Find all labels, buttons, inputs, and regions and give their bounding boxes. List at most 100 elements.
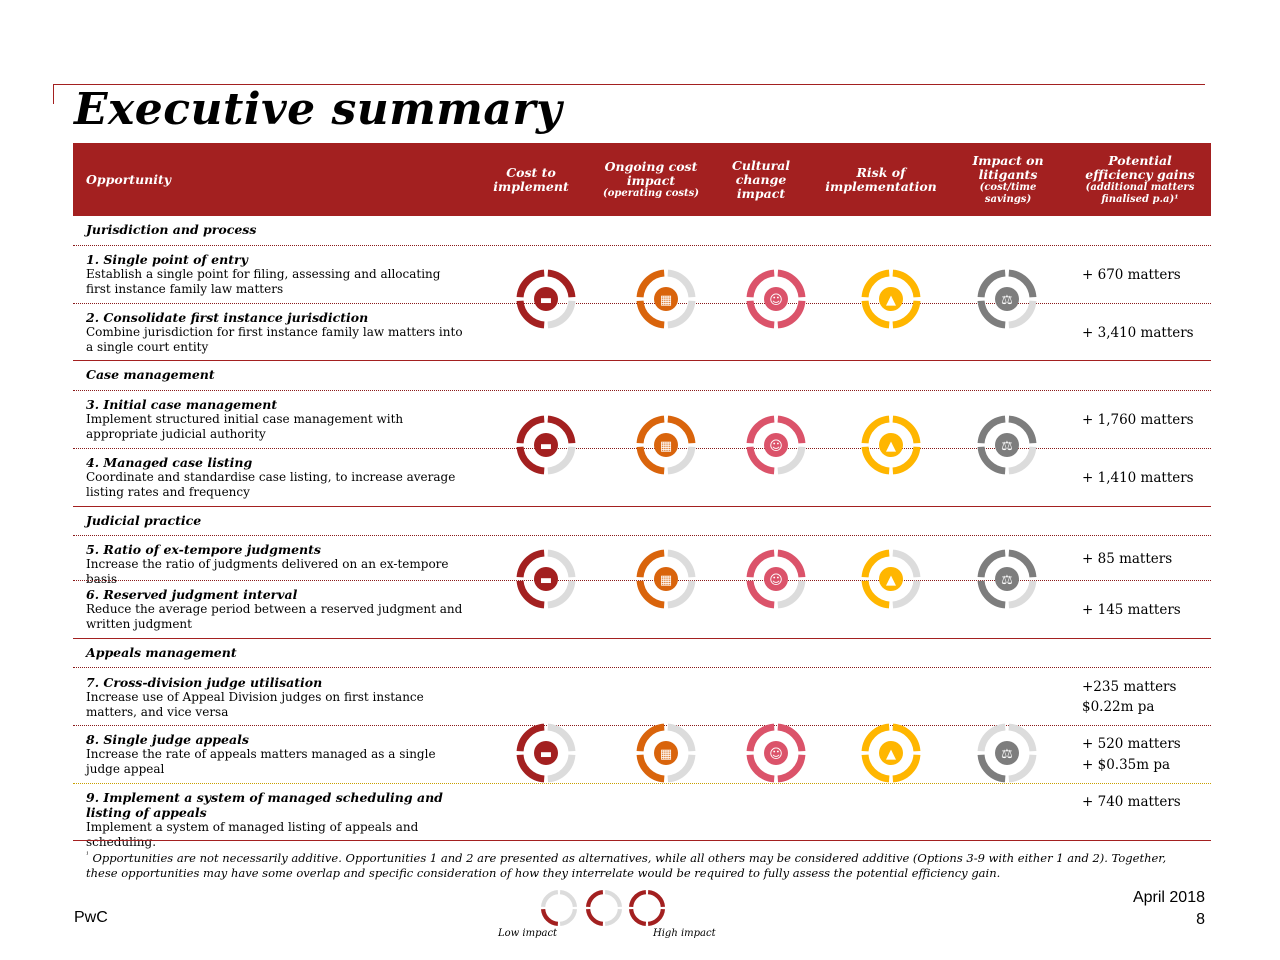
legend-ring bbox=[628, 889, 666, 927]
litigants-rating-ring: ⚖ bbox=[977, 723, 1037, 783]
section-heading: Case management bbox=[86, 367, 215, 382]
risk-rating-ring: ▲ bbox=[861, 549, 921, 609]
cash-register-icon bbox=[534, 741, 558, 765]
row-title: 5. Ratio of ex-tempore judgments bbox=[86, 542, 321, 557]
row-title: 6. Reserved judgment interval bbox=[86, 587, 298, 602]
ring-segment-filled bbox=[977, 415, 1006, 444]
ring-segment-filled bbox=[861, 446, 890, 475]
ring-segment-filled bbox=[547, 269, 576, 298]
ring-segment-empty bbox=[667, 580, 696, 609]
calculator-icon bbox=[654, 741, 678, 765]
row-divider bbox=[73, 783, 1211, 784]
section-heading: Judicial practice bbox=[86, 513, 202, 528]
ring-segment-empty bbox=[604, 908, 623, 927]
table-header: Opportunity Cost to implement Ongoing co… bbox=[73, 143, 1211, 216]
risk-rating-ring: ▲ bbox=[861, 415, 921, 475]
ring-segment-filled bbox=[636, 415, 665, 444]
header-gains: Potential efficiency gains (additional ma… bbox=[1085, 152, 1195, 205]
cash-register-icon-glyph: ▬ bbox=[540, 573, 552, 588]
cost-rating-ring: ▬ bbox=[516, 269, 576, 329]
ring-segment-filled bbox=[746, 723, 775, 752]
efficiency-gain: + 145 matters bbox=[1082, 602, 1181, 618]
ring-segment-filled bbox=[892, 723, 921, 752]
row-title: 2. Consolidate first instance jurisdicti… bbox=[86, 310, 369, 325]
row-title: 4. Managed case listing bbox=[86, 455, 253, 470]
ring-segment-filled bbox=[547, 415, 576, 444]
scales-icon-glyph: ⚖ bbox=[1001, 439, 1013, 454]
row-description: Increase use of Appeal Division judges o… bbox=[86, 690, 424, 719]
header-cost: Cost to implement bbox=[493, 164, 569, 194]
page-title: Executive summary bbox=[74, 84, 563, 135]
brand-name: PwC bbox=[74, 909, 108, 926]
ring-segment-filled bbox=[746, 269, 775, 298]
ring-segment-filled bbox=[977, 269, 1006, 298]
efficiency-gain: + 740 matters bbox=[1082, 794, 1181, 810]
ring-segment-filled bbox=[977, 446, 1006, 475]
calculator-icon bbox=[654, 287, 678, 311]
scales-icon-glyph: ⚖ bbox=[1001, 747, 1013, 762]
traffic-cone-icon-glyph: ▲ bbox=[886, 573, 896, 588]
ring-segment-filled bbox=[647, 908, 666, 927]
row-divider bbox=[73, 390, 1211, 391]
ring-segment-filled bbox=[777, 754, 806, 783]
efficiency-gain: + 1,410 matters bbox=[1082, 470, 1194, 486]
ring-segment-filled bbox=[636, 446, 665, 475]
people-icon-glyph: ☺ bbox=[769, 747, 783, 762]
ring-segment-filled bbox=[892, 754, 921, 783]
cultural-rating-ring: ☺ bbox=[746, 269, 806, 329]
ring-segment-filled bbox=[647, 889, 666, 908]
efficiency-gain: + 520 matters bbox=[1082, 736, 1181, 752]
row-description: Establish a single point for filing, ass… bbox=[86, 267, 441, 296]
traffic-cone-icon bbox=[879, 741, 903, 765]
ongoing-rating-ring: ▦ bbox=[636, 723, 696, 783]
cost-rating-ring: ▬ bbox=[516, 549, 576, 609]
ring-segment-filled bbox=[667, 415, 696, 444]
people-icon bbox=[764, 567, 788, 591]
ring-segment-filled bbox=[1008, 415, 1037, 444]
cultural-rating-ring: ☺ bbox=[746, 415, 806, 475]
ring-segment-filled bbox=[777, 269, 806, 298]
ring-segment-empty bbox=[667, 269, 696, 298]
cultural-rating-ring: ☺ bbox=[746, 549, 806, 609]
ongoing-rating-ring: ▦ bbox=[636, 549, 696, 609]
ring-segment-empty bbox=[1008, 723, 1037, 752]
ring-segment-filled bbox=[777, 300, 806, 329]
scales-icon bbox=[995, 567, 1019, 591]
section-heading: Appeals management bbox=[86, 645, 237, 660]
ring-segment-filled bbox=[628, 908, 647, 927]
efficiency-gain-cost: $0.22m pa bbox=[1082, 699, 1155, 715]
ring-segment-empty bbox=[1008, 580, 1037, 609]
footnote-marker: ¹ bbox=[86, 851, 89, 859]
traffic-cone-icon bbox=[879, 287, 903, 311]
ring-segment-empty bbox=[667, 754, 696, 783]
ring-segment-filled bbox=[516, 300, 545, 329]
ring-segment-filled bbox=[636, 723, 665, 752]
ring-segment-empty bbox=[547, 446, 576, 475]
ring-segment-filled bbox=[516, 415, 545, 444]
row-description: Implement structured initial case manage… bbox=[86, 412, 404, 441]
ongoing-rating-ring: ▦ bbox=[636, 415, 696, 475]
efficiency-gain: + 1,760 matters bbox=[1082, 412, 1194, 428]
ring-segment-empty bbox=[667, 446, 696, 475]
top-rule-tick bbox=[53, 84, 54, 104]
ring-segment-empty bbox=[892, 549, 921, 578]
traffic-cone-icon-glyph: ▲ bbox=[886, 293, 896, 308]
scales-icon bbox=[995, 287, 1019, 311]
ring-segment-filled bbox=[892, 446, 921, 475]
traffic-cone-icon bbox=[879, 567, 903, 591]
row-title: 1. Single point of entry bbox=[86, 252, 248, 267]
legend-ring bbox=[585, 889, 623, 927]
ring-segment-filled bbox=[861, 300, 890, 329]
ring-segment-empty bbox=[1008, 754, 1037, 783]
efficiency-gain-cost: + $0.35m pa bbox=[1082, 757, 1171, 773]
ring-segment-filled bbox=[636, 300, 665, 329]
ring-segment-filled bbox=[861, 723, 890, 752]
calculator-icon bbox=[654, 567, 678, 591]
ring-segment-filled bbox=[861, 415, 890, 444]
litigants-rating-ring: ⚖ bbox=[977, 549, 1037, 609]
footnote-text: Opportunities are not necessarily additi… bbox=[86, 850, 1167, 880]
ring-segment-filled bbox=[516, 723, 545, 752]
ring-segment-empty bbox=[667, 549, 696, 578]
ring-segment-filled bbox=[861, 269, 890, 298]
ring-segment-empty bbox=[547, 580, 576, 609]
